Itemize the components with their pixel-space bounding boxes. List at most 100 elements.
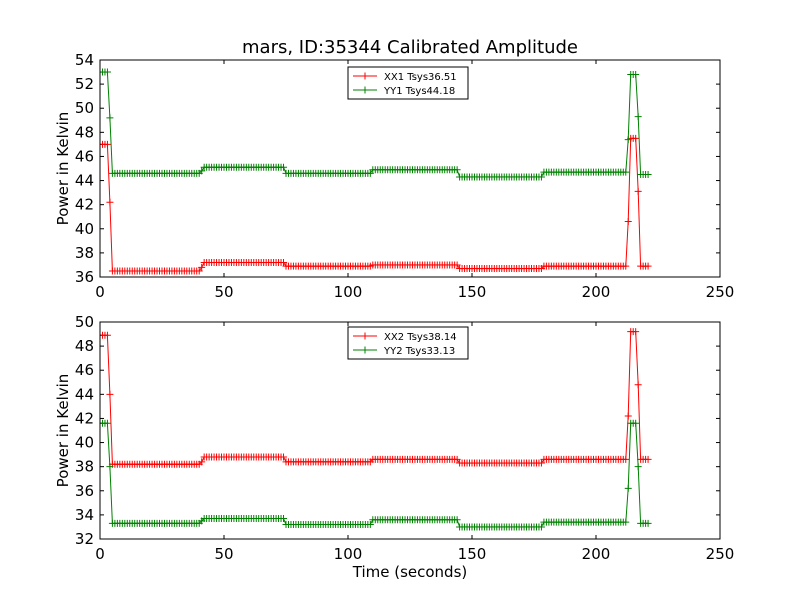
data-point: [622, 168, 630, 176]
data-point: [106, 114, 114, 122]
data-point: [366, 169, 374, 177]
legend-label: XX2 Tsys38.14: [384, 332, 457, 343]
x-axis-label: Time (seconds): [352, 563, 468, 581]
data-point: [280, 259, 288, 267]
data-point: [106, 463, 114, 471]
legend-entry: YY1 Tsys44.18: [353, 86, 455, 97]
data-point: [644, 455, 652, 463]
data-point: [280, 453, 288, 461]
series-2: [100, 68, 652, 181]
data-point: [103, 68, 111, 76]
data-point: [537, 173, 545, 181]
data-point: [624, 136, 632, 144]
series-2: [100, 419, 652, 531]
data-point: [453, 166, 461, 174]
x-tick-label: 250: [706, 545, 735, 563]
y-tick-label: 50: [75, 313, 94, 331]
legend-box: [347, 66, 469, 100]
data-point: [198, 167, 206, 175]
panel-bottom: 0 50 100 150 200 250 32 34 36 38 40 42 44 46 48 50 Power…: [54, 313, 734, 563]
data-point: [622, 262, 630, 270]
x-tick-label: 50: [214, 283, 233, 301]
data-point: [634, 113, 642, 121]
data-point: [280, 163, 288, 171]
data-point: [103, 419, 111, 427]
y-tick-label: 38: [75, 458, 94, 476]
legend-marker: [361, 86, 369, 94]
legend: XX2 Tsys38.14 YY2 Tsys33.13: [347, 326, 469, 360]
data-point: [103, 140, 111, 148]
y-tick-label: 52: [75, 75, 94, 93]
data-point: [624, 484, 632, 492]
plot-frame: [99, 321, 721, 540]
data-point: [632, 419, 640, 427]
y-axis-label: Power in Kelvin: [54, 112, 72, 226]
legend-marker: [361, 332, 369, 340]
chart-title: mars, ID:35344 Calibrated Amplitude: [242, 37, 578, 58]
data-point: [622, 455, 630, 463]
legend-entry: YY2 Tsys33.13: [353, 346, 455, 357]
x-tick-label: 0: [95, 283, 105, 301]
legend: XX1 Tsys36.51 YY1 Tsys44.18: [347, 66, 469, 100]
legend-label: YY2 Tsys33.13: [383, 346, 455, 357]
series-line: [100, 422, 649, 528]
x-tick-label: 100: [334, 545, 363, 563]
data-point: [644, 171, 652, 179]
data-point: [632, 134, 640, 142]
y-tick-label: 36: [75, 482, 94, 500]
y-tick-label: 42: [75, 196, 94, 214]
y-tick-label: 48: [75, 123, 94, 141]
data-point: [632, 70, 640, 78]
y-tick-label: 50: [75, 99, 94, 117]
data-point: [537, 523, 545, 531]
y-tick-label: 36: [75, 268, 94, 286]
y-tick-label: 40: [75, 220, 94, 238]
data-point: [537, 459, 545, 467]
x-tick-label: 200: [582, 545, 611, 563]
data-point: [106, 198, 114, 206]
legend-marker: [361, 346, 369, 354]
data-point: [624, 218, 632, 226]
x-tick-label: 150: [458, 545, 487, 563]
legend-box: [347, 326, 469, 360]
y-tick-label: 46: [75, 361, 94, 379]
y-tick-label: 42: [75, 409, 94, 427]
data-point: [622, 518, 630, 526]
data-point: [634, 187, 642, 195]
y-tick-label: 32: [75, 530, 94, 548]
y-tick-label: 54: [75, 51, 94, 69]
x-tick-label: 100: [334, 283, 363, 301]
plot-frame: [99, 59, 721, 278]
y-tick-label: 46: [75, 147, 94, 165]
data-point: [634, 381, 642, 389]
data-point: [453, 455, 461, 463]
x-tick-label: 200: [582, 283, 611, 301]
legend-entry: XX1 Tsys36.51: [353, 72, 457, 83]
legend-marker: [361, 72, 369, 80]
y-tick-label: 38: [75, 244, 94, 262]
x-tick-label: 250: [706, 283, 735, 301]
y-tick-label: 48: [75, 337, 94, 355]
x-tick-label: 50: [214, 545, 233, 563]
data-point: [624, 412, 632, 420]
series-1: [100, 328, 652, 468]
data-point: [198, 263, 206, 271]
panel-top: 0 50 100 150 200 250 36 38 40 42 44 46 48 50 52 54 Power…: [54, 51, 734, 301]
data-point: [198, 458, 206, 466]
y-tick-label: 34: [75, 506, 94, 524]
series-1: [100, 134, 652, 275]
legend-entry: XX2 Tsys38.14: [353, 332, 457, 343]
y-tick-label: 44: [75, 385, 94, 403]
data-point: [453, 516, 461, 524]
data-point: [280, 515, 288, 523]
y-tick-label: 44: [75, 172, 94, 190]
data-point: [366, 521, 374, 529]
y-tick-label: 40: [75, 434, 94, 452]
legend-label: YY1 Tsys44.18: [383, 86, 455, 97]
data-point: [195, 267, 203, 275]
data-point: [453, 261, 461, 269]
data-point: [103, 331, 111, 339]
x-tick-label: 0: [95, 545, 105, 563]
data-point: [106, 390, 114, 398]
